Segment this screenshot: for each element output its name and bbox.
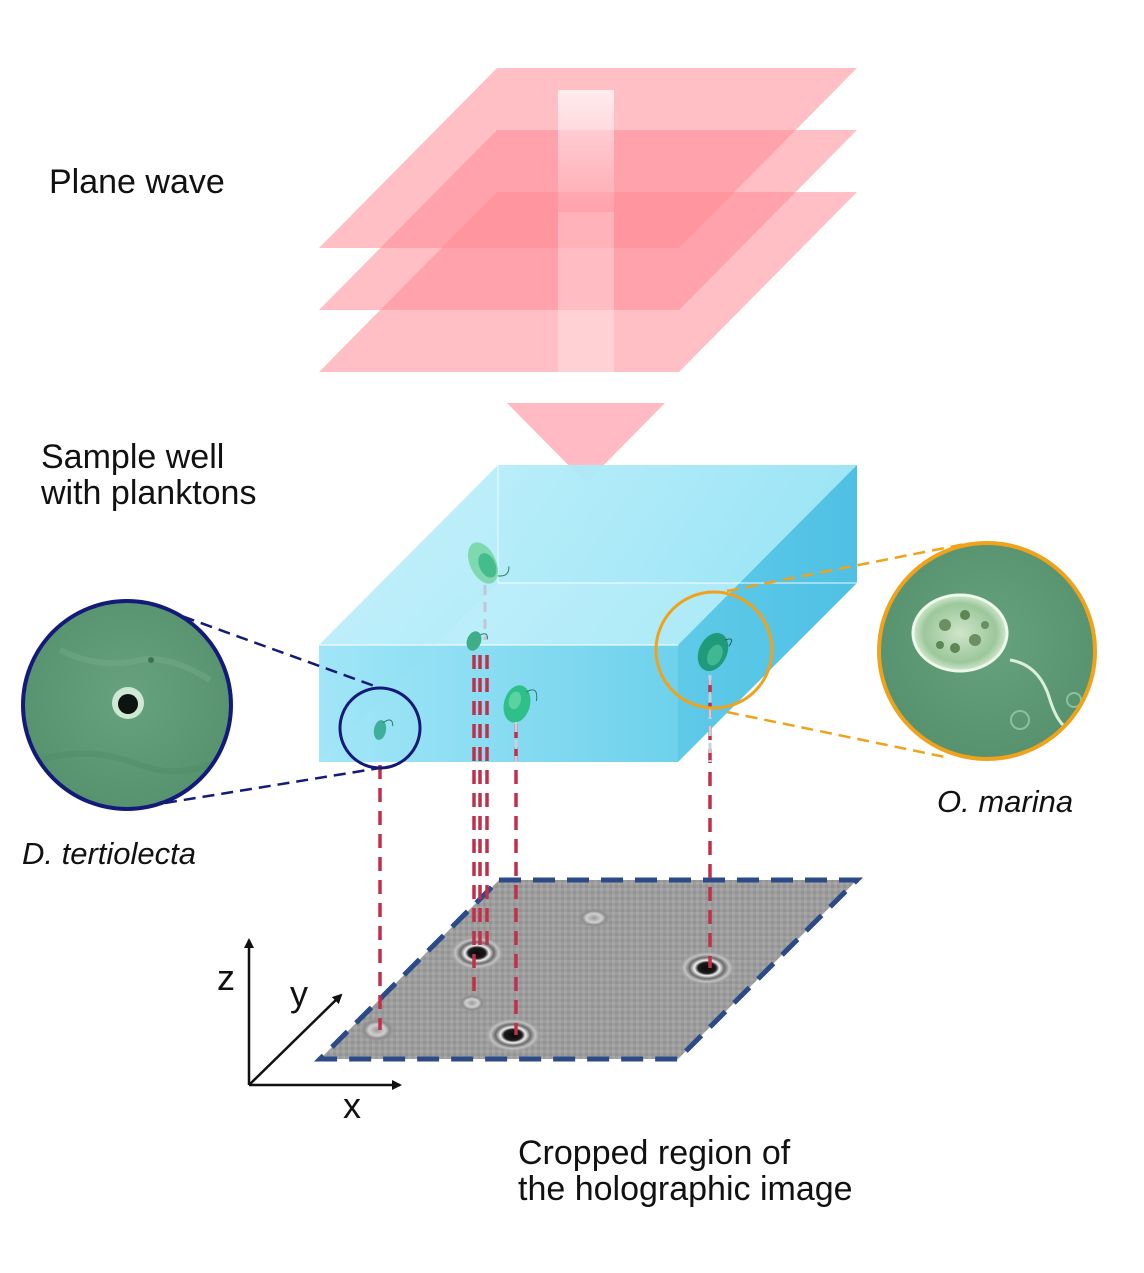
sample-well-line2: with planktons [41,474,257,512]
y-axis [248,993,343,1086]
cropped-line1: Cropped region of [518,1134,791,1172]
o-marina-micrograph [879,543,1095,759]
d-tertiolecta-micrograph [23,601,231,809]
plane-wave-illustration [319,68,857,483]
z-axis-label: z [217,957,235,998]
hologram-image [320,880,857,1059]
plankton [373,719,394,740]
callout-line [164,608,381,690]
down-arrow [507,403,665,483]
hologram-ring [359,1018,395,1042]
beam-shaft [558,212,614,402]
plankton [467,542,510,584]
plankton [466,631,488,651]
sample-well-label: Sample well with planktons [41,439,256,511]
sample-well-line1: Sample well [41,438,225,476]
well-top-face [319,465,857,645]
plane-wave-label: Plane wave [49,164,225,200]
o-marina-label: O. marina [937,784,1073,820]
well-right-face [678,465,857,762]
hologram-ring [679,951,735,985]
o-marina-text: O. marina [937,784,1074,819]
plankton [503,685,538,723]
plane-wave-text: Plane wave [49,163,225,201]
well-front-face [319,645,678,762]
cropped-line2: the holographic image [518,1170,853,1208]
cropped-region-label: Cropped region of the holographic image [518,1135,853,1207]
hologram-ring [577,908,611,928]
wave-plane-3 [319,192,857,372]
micrograph-border [877,541,1097,761]
coordinate-axes [244,938,402,1090]
hologram-ring [485,1018,541,1052]
selection-circle [654,590,774,710]
d-tertiolecta-text: D. tertiolecta [22,836,197,871]
hologram-border [313,877,864,1062]
plankton [697,632,733,672]
callout-line [726,541,971,593]
planktons [373,542,733,740]
x-axis-label: x [343,1085,361,1126]
hologram-ring [458,994,486,1012]
micrograph-border [21,599,233,811]
beam-highlight [558,90,614,212]
callout-line [164,766,381,805]
o-marina-callout [654,541,1097,761]
d-tertiolecta-label: D. tertiolecta [22,836,196,872]
sample-well [319,465,857,762]
y-axis-label: y [290,973,308,1014]
d-tertiolecta-callout [21,599,422,811]
hologram-ring [450,936,504,970]
hologram-plane [313,877,864,1062]
